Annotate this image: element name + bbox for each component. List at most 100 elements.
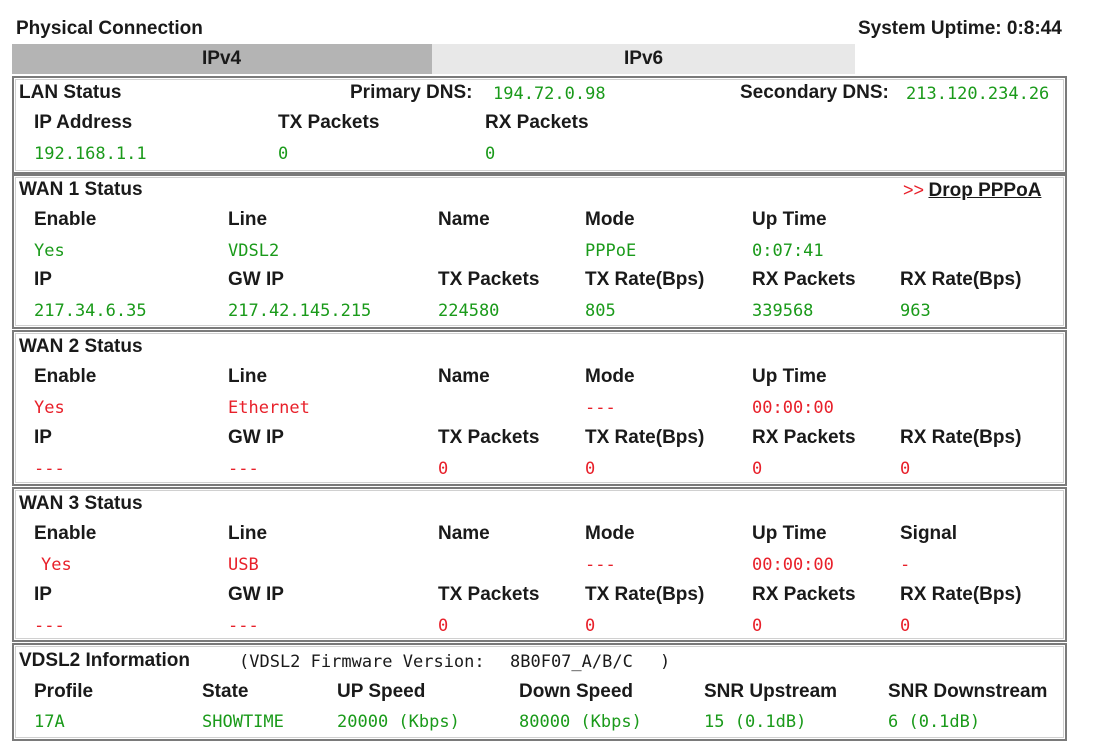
primary-dns-value: 194.72.0.98: [493, 84, 606, 104]
wan2-line-value: Ethernet: [228, 398, 310, 418]
lan-header-tx: TX Packets: [278, 112, 380, 133]
vdsl2-header-state: State: [202, 681, 249, 702]
page-title: Physical Connection: [16, 18, 203, 39]
wan2-header-name: Name: [438, 366, 490, 387]
tab-ipv6[interactable]: IPv6: [432, 44, 855, 74]
lan-tx-value: 0: [278, 144, 289, 164]
wan2-status-title: WAN 2 Status: [19, 336, 143, 357]
lan-ip-value: 192.168.1.1: [34, 144, 147, 164]
wan3-status-title: WAN 3 Status: [19, 493, 143, 514]
double-arrow-icon: >>: [903, 180, 925, 200]
wan2-enable-value: Yes: [34, 398, 65, 418]
wan2-header-rx-rate: RX Rate(Bps): [900, 427, 1022, 448]
wan1-header-uptime: Up Time: [752, 209, 827, 230]
wan1-header-mode: Mode: [585, 209, 635, 230]
lan-status-panel: [12, 76, 1067, 174]
vdsl2-header-down-speed: Down Speed: [519, 681, 634, 702]
vdsl2-header-up-speed: UP Speed: [337, 681, 426, 702]
wan1-tx-rate-value: 805: [585, 301, 616, 321]
wan3-mode-value: ---: [585, 555, 616, 575]
vdsl2-header-snr-down: SNR Downstream: [888, 681, 1048, 702]
wan1-mode-value: PPPoE: [585, 241, 637, 261]
wan2-ip-value: ---: [34, 459, 65, 479]
wan3-header-tx-rate: TX Rate(Bps): [585, 584, 705, 605]
wan1-header-ip: IP: [34, 269, 52, 290]
wan1-rx-rate-value: 963: [900, 301, 931, 321]
wan2-tx-rate-value: 0: [585, 459, 596, 479]
wan1-header-enable: Enable: [34, 209, 97, 230]
wan1-header-gwip: GW IP: [228, 269, 284, 290]
vdsl2-info-title: VDSL2 Information: [19, 650, 191, 671]
wan3-line-value: USB: [228, 555, 259, 575]
wan2-header-ip: IP: [34, 427, 52, 448]
wan2-header-mode: Mode: [585, 366, 635, 387]
wan1-status-title: WAN 1 Status: [19, 179, 143, 200]
lan-status-title: LAN Status: [19, 82, 122, 103]
wan3-signal-value: -: [900, 555, 911, 575]
wan3-header-name: Name: [438, 523, 490, 544]
vdsl2-firmware-suffix: ): [660, 652, 671, 672]
wan2-rx-rate-value: 0: [900, 459, 911, 479]
wan1-gwip-value: 217.42.145.215: [228, 301, 372, 321]
wan1-enable-value: Yes: [34, 241, 65, 261]
vdsl2-down-speed-value: 80000 (Kbps): [519, 712, 642, 732]
wan2-gwip-value: ---: [228, 459, 259, 479]
wan2-uptime-value: 00:00:00: [752, 398, 834, 418]
vdsl2-snr-up-value: 15 (0.1dB): [704, 712, 807, 732]
wan1-ip-value: 217.34.6.35: [34, 301, 147, 321]
wan1-header-name: Name: [438, 209, 490, 230]
wan3-uptime-value: 00:00:00: [752, 555, 834, 575]
wan2-header-tx-packets: TX Packets: [438, 427, 540, 448]
wan1-header-rx-rate: RX Rate(Bps): [900, 269, 1022, 290]
wan1-status-panel: [12, 174, 1067, 329]
wan3-header-rx-packets: RX Packets: [752, 584, 856, 605]
wan2-header-enable: Enable: [34, 366, 97, 387]
wan3-header-tx-packets: TX Packets: [438, 584, 540, 605]
wan3-header-signal: Signal: [900, 523, 958, 544]
wan3-tx-packets-value: 0: [438, 616, 449, 636]
wan1-uptime-value: 0:07:41: [752, 241, 824, 261]
wan1-header-tx-rate: TX Rate(Bps): [585, 269, 705, 290]
wan3-header-rx-rate: RX Rate(Bps): [900, 584, 1022, 605]
wan3-enable-value: Yes: [41, 555, 72, 575]
wan3-gwip-value: ---: [228, 616, 259, 636]
tab-ipv4[interactable]: IPv4: [12, 44, 432, 74]
wan2-header-tx-rate: TX Rate(Bps): [585, 427, 705, 448]
drop-pppoa-label[interactable]: Drop PPPoA: [928, 180, 1042, 201]
wan3-rx-rate-value: 0: [900, 616, 911, 636]
wan2-header-line: Line: [228, 366, 268, 387]
wan3-ip-value: ---: [34, 616, 65, 636]
wan2-status-panel: [12, 330, 1067, 486]
vdsl2-snr-down-value: 6 (0.1dB): [888, 712, 981, 732]
wan1-tx-packets-value: 224580: [438, 301, 500, 321]
lan-header-ip: IP Address: [34, 112, 133, 133]
system-uptime: System Uptime: 0:8:44: [858, 18, 1062, 39]
drop-pppoa-link[interactable]: >> Drop PPPoA: [903, 179, 1041, 203]
lan-rx-value: 0: [485, 144, 496, 164]
wan3-status-panel: [12, 487, 1067, 642]
wan1-header-rx-packets: RX Packets: [752, 269, 856, 290]
wan3-header-enable: Enable: [34, 523, 97, 544]
wan1-line-value: VDSL2: [228, 241, 280, 261]
vdsl2-firmware-prefix: (VDSL2 Firmware Version:: [239, 652, 485, 672]
wan3-header-line: Line: [228, 523, 268, 544]
wan2-rx-packets-value: 0: [752, 459, 763, 479]
wan2-mode-value: ---: [585, 398, 616, 418]
vdsl2-firmware-version: 8B0F07_A/B/C: [510, 652, 633, 672]
vdsl2-info-panel: [12, 643, 1067, 741]
wan2-header-gwip: GW IP: [228, 427, 284, 448]
wan3-tx-rate-value: 0: [585, 616, 596, 636]
wan2-tx-packets-value: 0: [438, 459, 449, 479]
vdsl2-state-value: SHOWTIME: [202, 712, 284, 732]
wan3-header-gwip: GW IP: [228, 584, 284, 605]
wan1-rx-packets-value: 339568: [752, 301, 814, 321]
primary-dns-label: Primary DNS:: [350, 82, 473, 103]
wan3-rx-packets-value: 0: [752, 616, 763, 636]
lan-header-rx: RX Packets: [485, 112, 589, 133]
vdsl2-up-speed-value: 20000 (Kbps): [337, 712, 460, 732]
wan3-header-mode: Mode: [585, 523, 635, 544]
wan1-header-tx-packets: TX Packets: [438, 269, 540, 290]
vdsl2-profile-value: 17A: [34, 712, 65, 732]
vdsl2-header-snr-up: SNR Upstream: [704, 681, 838, 702]
wan2-header-uptime: Up Time: [752, 366, 827, 387]
